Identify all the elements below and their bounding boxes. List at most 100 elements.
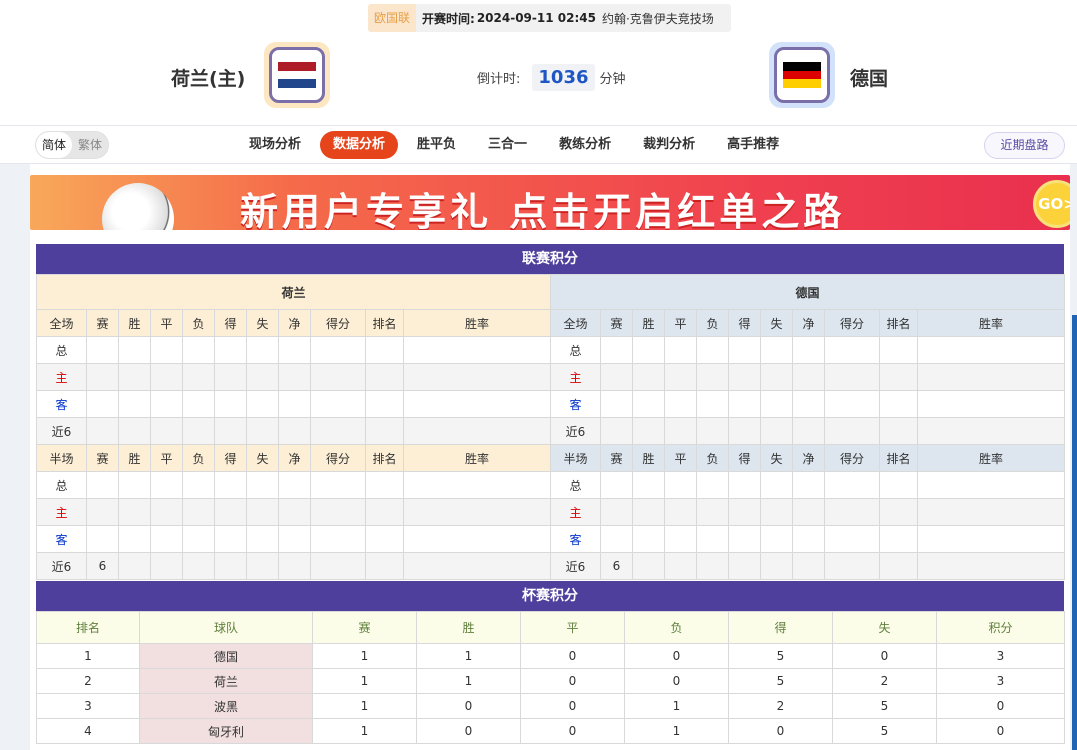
stat-cell (632, 552, 665, 580)
stat-cell (118, 336, 151, 364)
stat-cell (150, 471, 183, 499)
stat-cell: 1 (624, 718, 729, 744)
stat-cell (310, 363, 366, 391)
column-header: 平 (150, 444, 183, 472)
table-row: 4 匈牙利 1 0 0 1 0 5 0 (36, 718, 1065, 744)
stat-cell: 0 (624, 643, 729, 669)
table-row: 总 (36, 471, 552, 499)
stat-cell (214, 363, 247, 391)
stat-cell (402, 390, 552, 418)
stat-cell (310, 417, 366, 445)
stat-cell (278, 417, 311, 445)
stat-cell (214, 390, 247, 418)
stat-cell (824, 525, 880, 553)
stat-cell (879, 552, 918, 580)
stat-cell: 1 (416, 668, 521, 694)
stat-cell (824, 552, 880, 580)
tab-教练分析[interactable]: 教练分析 (559, 137, 612, 152)
stat-cell (824, 336, 880, 364)
stat-cell (728, 336, 761, 364)
stat-cell (879, 525, 918, 553)
table-row: 总 (36, 336, 552, 364)
league-badge[interactable]: 欧国联 (368, 4, 417, 32)
banner-text: 新用户专享礼 点击开启红单之路 (240, 190, 846, 230)
row-label: 主 (36, 363, 87, 391)
stat-cell: 0 (416, 718, 521, 744)
team-name[interactable]: 波黑 (139, 693, 313, 719)
stat-cell (792, 552, 825, 580)
column-header: 排名 (365, 444, 404, 472)
stat-cell (696, 498, 729, 526)
stat-cell (365, 552, 404, 580)
stat-cell (664, 552, 697, 580)
stat-cell (760, 498, 793, 526)
promo-banner[interactable]: 新用户专享礼 点击开启红单之路 GO> (30, 175, 1070, 230)
kickoff-label: 开赛时间: (422, 11, 475, 26)
home-team-flag[interactable] (264, 42, 330, 108)
stat-cell (760, 336, 793, 364)
row-label: 客 (36, 390, 87, 418)
stat-cell (632, 390, 665, 418)
stat-cell (246, 390, 279, 418)
header-row: 半场赛胜平负得失净得分 排名 胜率 (550, 444, 1066, 472)
netherlands-flag-icon (278, 62, 316, 89)
table-row: 主 (550, 498, 1066, 526)
stat-cell: 0 (832, 643, 937, 669)
away-team-name[interactable]: 德国 (850, 68, 889, 90)
tab-高手推荐[interactable]: 高手推荐 (727, 137, 780, 152)
stat-cell (879, 417, 918, 445)
column-header: 胜率 (402, 309, 552, 337)
stat-cell (182, 417, 215, 445)
team-name[interactable]: 匈牙利 (139, 718, 313, 744)
table-row: 近6 6 (36, 552, 552, 580)
stat-cell (182, 498, 215, 526)
recent-trend-button[interactable]: 近期盘路 (984, 132, 1065, 159)
stat-cell (632, 498, 665, 526)
stat-cell: 0 (520, 668, 625, 694)
tab-数据分析[interactable]: 数据分析 (320, 131, 399, 159)
stat-cell (182, 363, 215, 391)
column-header: 胜率 (916, 309, 1066, 337)
column-header: 净 (278, 444, 311, 472)
stat-cell (696, 552, 729, 580)
stat-cell (664, 390, 697, 418)
stat-cell: 0 (624, 668, 729, 694)
stat-cell (118, 471, 151, 499)
stat-cell: 4 (36, 718, 140, 744)
column-header: 胜率 (916, 444, 1066, 472)
germany-flag-icon (783, 62, 821, 89)
tab-裁判分析[interactable]: 裁判分析 (643, 137, 696, 152)
stat-cell (792, 498, 825, 526)
go-button[interactable]: GO> (1033, 180, 1070, 228)
table-row: 2 荷兰 1 1 0 0 5 2 3 (36, 668, 1065, 694)
match-header: 欧国联 开赛时间: 2024-09-11 02:45 约翰·克鲁伊夫竞技场 荷兰… (0, 0, 1077, 164)
column-header: 净 (278, 309, 311, 337)
away-team-flag[interactable] (769, 42, 835, 108)
column-header: 胜 (416, 611, 521, 644)
stat-cell: 2 (36, 668, 140, 694)
stat-cell (214, 498, 247, 526)
tab-现场分析[interactable]: 现场分析 (249, 137, 302, 152)
stat-cell: 3 (936, 668, 1065, 694)
column-header: 平 (520, 611, 625, 644)
stat-cell (365, 498, 404, 526)
stat-cell: 5 (832, 718, 937, 744)
home-team-name[interactable]: 荷兰(主) (171, 68, 246, 90)
tab-胜平负[interactable]: 胜平负 (417, 137, 457, 152)
stat-cell (246, 417, 279, 445)
stat-cell (664, 417, 697, 445)
stat-cell (246, 471, 279, 499)
lang-simplified[interactable]: 简体 (36, 132, 73, 158)
stat-cell (246, 363, 279, 391)
stat-cell (150, 552, 183, 580)
lang-traditional[interactable]: 繁体 (78, 138, 103, 152)
team-name[interactable]: 德国 (139, 643, 313, 669)
stat-cell (600, 336, 633, 364)
stat-cell (728, 552, 761, 580)
stat-cell: 1 (36, 643, 140, 669)
team-name[interactable]: 荷兰 (139, 668, 313, 694)
stat-cell (365, 336, 404, 364)
stat-cell (879, 390, 918, 418)
column-header: 胜 (632, 444, 665, 472)
tab-三合一[interactable]: 三合一 (488, 137, 528, 152)
